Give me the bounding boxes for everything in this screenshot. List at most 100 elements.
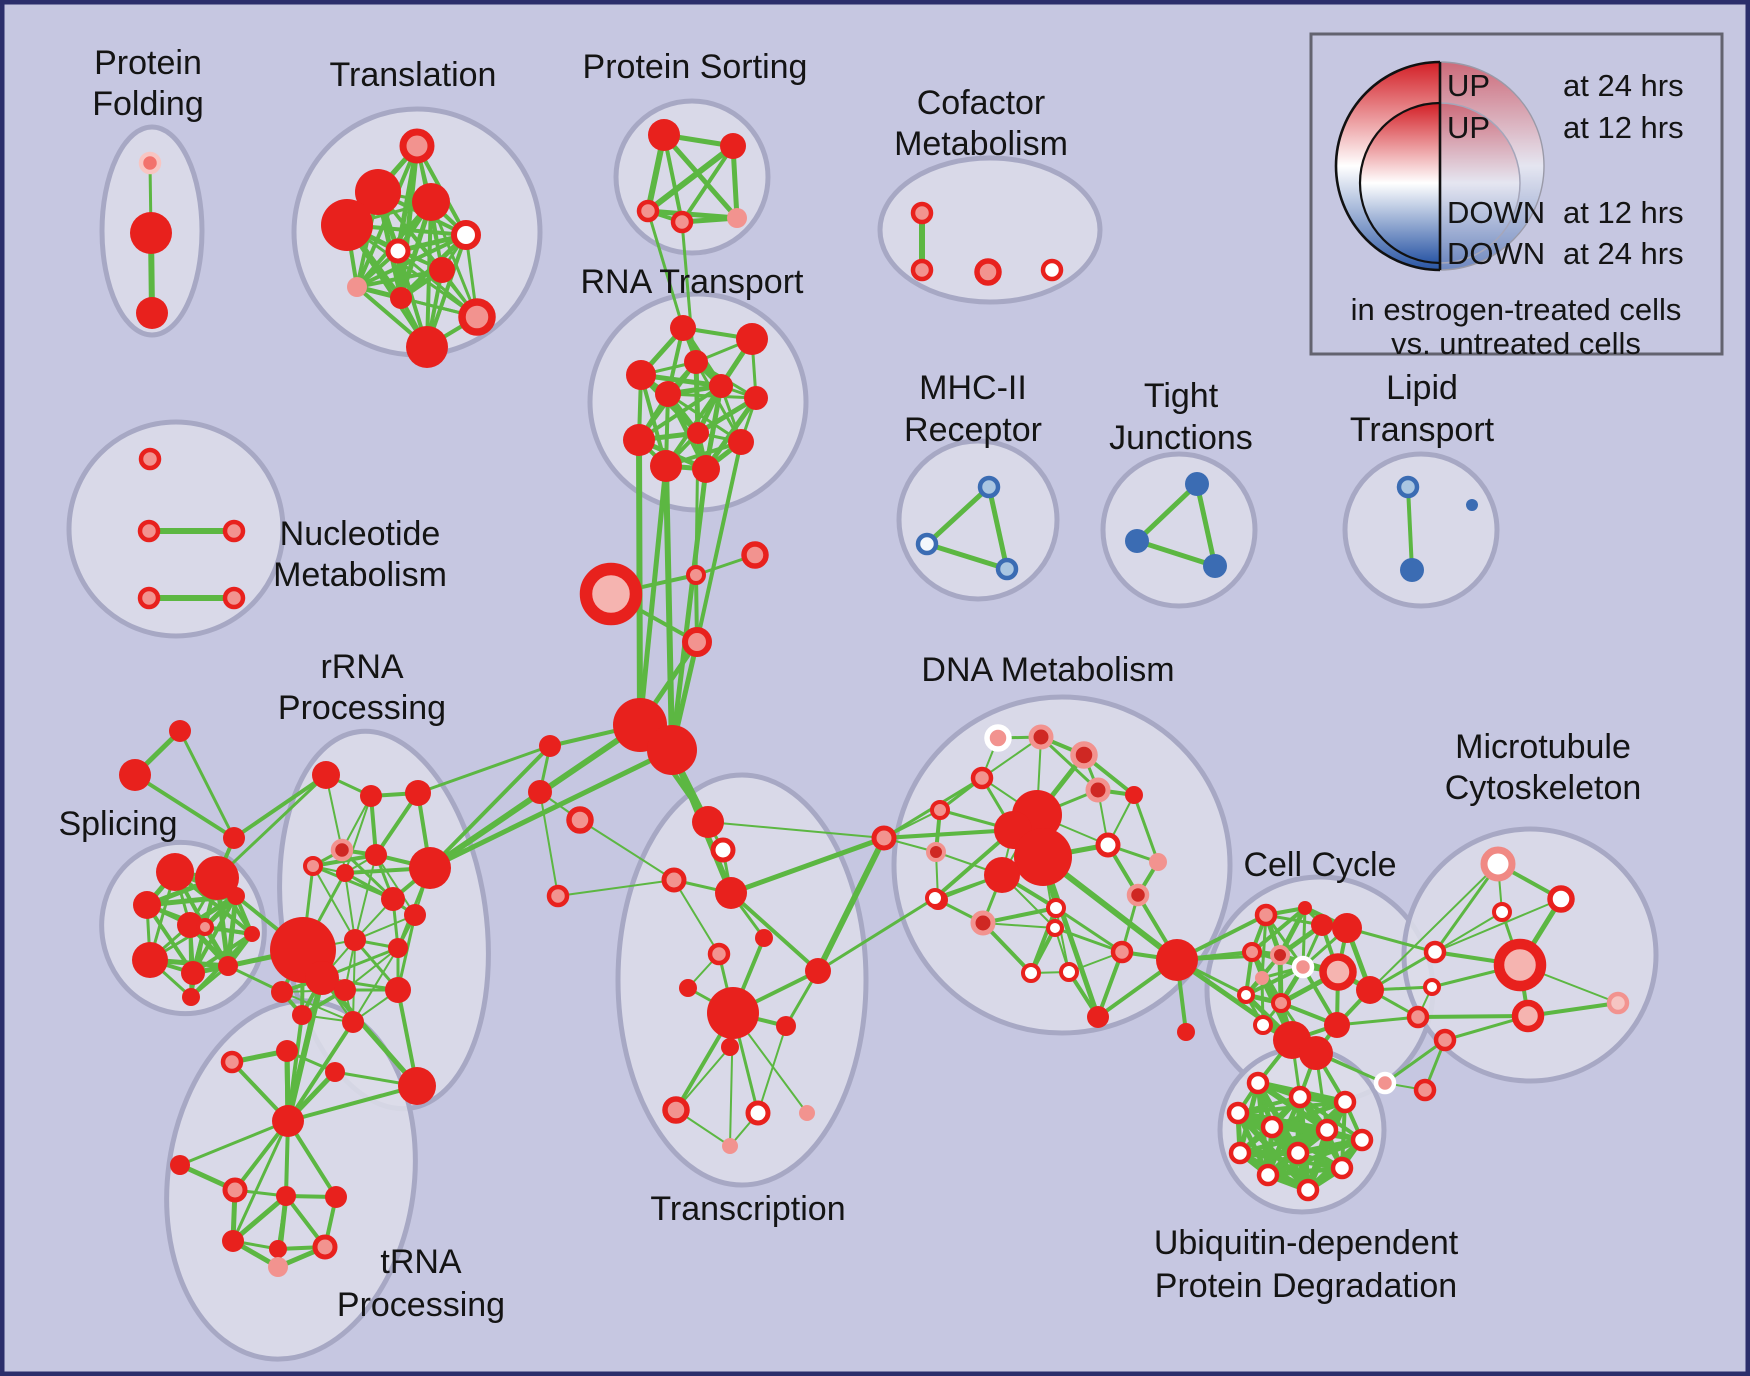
network-node[interactable] [195,856,239,900]
network-node[interactable] [670,210,694,234]
network-node[interactable] [136,297,168,329]
network-node[interactable] [182,988,200,1006]
network-node[interactable] [1095,832,1121,858]
network-node[interactable] [736,323,768,355]
network-node[interactable] [1606,991,1630,1015]
network-node[interactable] [1466,499,1478,511]
network-node[interactable] [715,877,747,909]
network-node[interactable] [1406,1005,1430,1029]
network-node[interactable] [412,183,450,221]
network-node[interactable] [405,780,431,806]
network-node[interactable] [1126,883,1150,907]
network-node[interactable] [138,447,162,471]
network-node[interactable] [720,133,746,159]
network-node[interactable] [1330,1156,1354,1180]
network-node[interactable] [1185,472,1209,496]
network-node[interactable] [305,961,339,995]
network-node[interactable] [1270,945,1290,965]
network-node[interactable] [1203,554,1227,578]
network-node[interactable] [1413,1078,1437,1102]
network-node[interactable] [722,1138,738,1154]
network-node[interactable] [636,199,660,223]
network-node[interactable] [707,987,759,1039]
network-node[interactable] [1149,853,1167,871]
network-node[interactable] [1296,1178,1320,1202]
network-node[interactable] [1255,971,1269,985]
network-node[interactable] [365,844,387,866]
network-node[interactable] [1260,1115,1284,1139]
network-node[interactable] [325,1062,345,1082]
network-node[interactable] [679,979,697,997]
network-node[interactable] [132,942,168,978]
network-node[interactable] [1286,1141,1310,1165]
network-node[interactable] [910,258,934,282]
network-node[interactable] [741,541,769,569]
network-node[interactable] [334,979,356,1001]
network-node[interactable] [1332,913,1362,943]
network-node[interactable] [974,258,1002,286]
network-node[interactable] [1237,986,1255,1004]
network-node[interactable] [137,586,161,610]
network-node[interactable] [1253,1015,1273,1035]
network-node[interactable] [728,429,754,455]
network-node[interactable] [272,1105,304,1137]
network-node[interactable] [626,360,656,390]
network-node[interactable] [137,519,161,543]
network-node[interactable] [995,557,1019,581]
network-node[interactable] [1319,953,1357,991]
network-node[interactable] [1373,1071,1397,1095]
network-node[interactable] [925,888,945,908]
network-node[interactable] [1046,919,1064,937]
network-node[interactable] [409,847,451,889]
network-node[interactable] [458,298,496,336]
network-node[interactable] [684,350,708,374]
network-node[interactable] [169,720,191,742]
network-node[interactable] [579,562,643,626]
network-node[interactable] [1059,962,1079,982]
network-node[interactable] [709,374,733,398]
network-node[interactable] [727,208,747,228]
network-node[interactable] [222,1177,248,1203]
network-node[interactable] [388,938,408,958]
network-node[interactable] [196,918,214,936]
network-node[interactable] [528,780,552,804]
network-node[interactable] [1350,1128,1374,1152]
network-node[interactable] [1040,258,1064,282]
network-node[interactable] [1480,846,1516,882]
network-node[interactable] [745,1100,771,1126]
network-node[interactable] [670,315,696,341]
network-node[interactable] [682,627,712,657]
network-node[interactable] [1021,963,1041,983]
network-node[interactable] [566,806,594,834]
network-node[interactable] [451,220,481,250]
network-node[interactable] [623,424,655,456]
network-node[interactable] [1423,940,1447,964]
network-node[interactable] [710,837,736,863]
network-node[interactable] [244,926,260,942]
network-node[interactable] [222,586,246,610]
network-node[interactable] [1288,1085,1312,1109]
network-node[interactable] [539,735,561,757]
network-node[interactable] [1087,1006,1109,1028]
network-node[interactable] [984,857,1020,893]
network-node[interactable] [312,1234,338,1260]
network-node[interactable] [1299,1036,1333,1070]
network-node[interactable] [1493,938,1547,992]
network-node[interactable] [276,1040,298,1062]
network-node[interactable] [776,1016,796,1036]
network-node[interactable] [170,1155,190,1175]
network-node[interactable] [119,759,151,791]
network-node[interactable] [138,151,162,175]
network-node[interactable] [342,1011,364,1033]
network-node[interactable] [177,912,203,938]
network-node[interactable] [1324,1012,1350,1038]
network-node[interactable] [910,201,934,225]
network-node[interactable] [181,961,205,985]
network-node[interactable] [1291,955,1315,979]
network-node[interactable] [223,827,245,849]
network-node[interactable] [1177,1023,1195,1041]
network-node[interactable] [399,128,435,164]
network-node[interactable] [1356,976,1384,1004]
network-node[interactable] [1492,902,1512,922]
network-node[interactable] [133,891,161,919]
